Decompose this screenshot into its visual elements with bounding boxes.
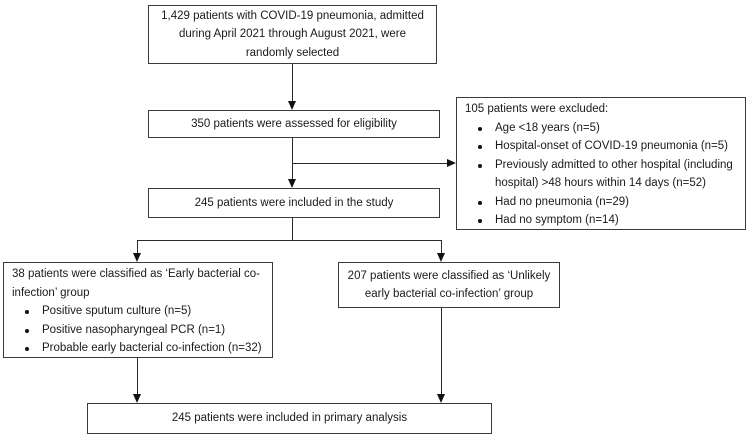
connector-split-bar [137,240,442,241]
arrowhead-right-icon [447,159,456,167]
box-randomly-selected-text: 1,429 patients with COVID-19 pneumonia, … [161,9,424,59]
box-included-study-text: 245 patients were included in the study [194,196,394,209]
excluded-bullet: Had no symptom (n=14) [465,211,739,230]
box-assessed-eligibility-text: 350 patients were assessed for eligibili… [191,117,397,130]
arrowhead-down-icon [288,179,296,188]
excluded-bullet: Age <18 years (n=5) [465,119,739,138]
box-unlikely-coinfection-group: 207 patients were classified as ‘Unlikel… [338,262,560,308]
box-early-coinfection-title: 38 patients were classified as ‘Early ba… [12,268,261,299]
connector-split-to-unlikely [441,241,442,253]
box-early-coinfection-group: 38 patients were classified as ‘Early ba… [3,262,273,358]
box-included-study: 245 patients were included in the study [148,188,440,218]
arrowhead-down-icon [133,253,141,262]
excluded-bullet: Hospital-onset of COVID-19 pneumonia (n=… [465,137,739,156]
connector-unlikely-to-primary [441,308,442,395]
excluded-bullet: Previously admitted to other hospital (i… [465,156,739,193]
early-bullet: Probable early bacterial co-infection (n… [12,339,264,358]
early-bullet: Positive sputum culture (n=5) [12,302,264,321]
connector-split-to-early [137,241,138,253]
early-bullet: Positive nasopharyngeal PCR (n=1) [12,321,264,340]
box-excluded: 105 patients were excluded: Age <18 year… [456,97,746,230]
arrowhead-down-icon [288,101,296,110]
excluded-bullet: Had no pneumonia (n=29) [465,193,739,212]
box-primary-analysis-text: 245 patients were included in primary an… [171,412,408,425]
arrowhead-down-icon [133,394,141,403]
connector-early-to-primary [137,358,138,395]
box-primary-analysis: 245 patients were included in primary an… [87,403,492,434]
excluded-bullet-list: Age <18 years (n=5) Hospital-onset of CO… [465,119,739,230]
connector-top-to-eligibility [292,64,293,102]
arrowhead-down-icon [437,394,445,403]
box-assessed-eligibility: 350 patients were assessed for eligibili… [148,110,440,138]
connector-branch-to-excluded [292,163,447,164]
connector-included-to-split [292,218,293,241]
box-excluded-title: 105 patients were excluded: [465,103,609,115]
connector-eligibility-to-included [292,138,293,180]
early-bullet-list: Positive sputum culture (n=5) Positive n… [12,302,264,358]
arrowhead-down-icon [437,253,445,262]
box-randomly-selected: 1,429 patients with COVID-19 pneumonia, … [148,5,437,64]
box-unlikely-coinfection-text: 207 patients were classified as ‘Unlikel… [347,269,551,301]
